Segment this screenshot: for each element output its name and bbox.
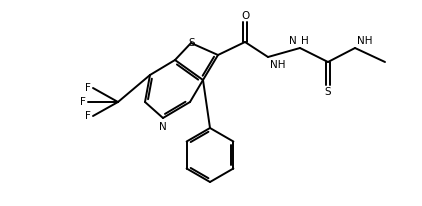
Text: F: F [85,83,91,93]
Text: NH: NH [270,60,286,70]
Text: NH: NH [357,36,373,46]
Text: S: S [325,87,331,97]
Text: F: F [85,111,91,121]
Text: S: S [189,38,195,48]
Text: N: N [289,36,297,46]
Text: N: N [159,122,167,132]
Text: O: O [241,11,249,21]
Text: H: H [301,36,309,46]
Text: F: F [80,97,86,107]
